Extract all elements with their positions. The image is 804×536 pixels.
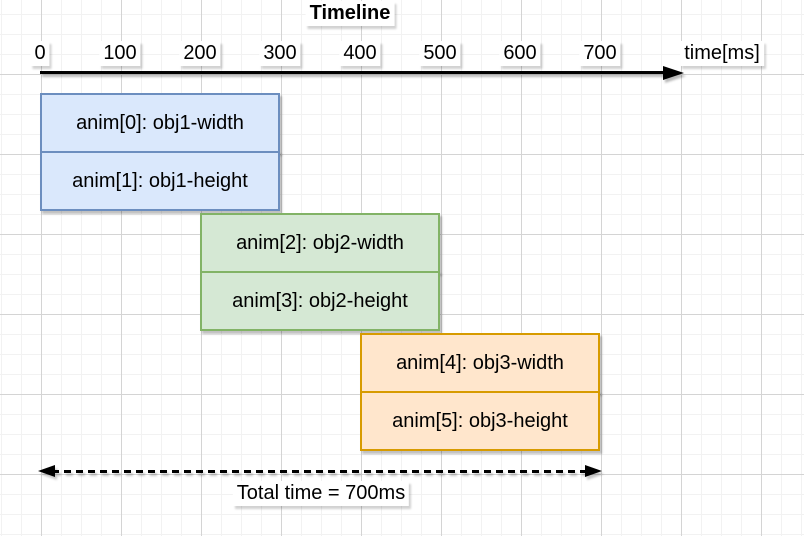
anim-bar-label: anim[5]: obj3-height <box>392 409 568 432</box>
anim-bar-obj3-height: anim[5]: obj3-height <box>360 391 600 451</box>
anim-bar-obj1-height: anim[1]: obj1-height <box>40 151 280 211</box>
anim-bar-obj3-width: anim[4]: obj3-width <box>360 333 600 393</box>
axis-tick-label-0: 0 <box>30 41 50 66</box>
axis-tick-label-700: 700 <box>579 41 621 66</box>
anim-bar-obj2-height: anim[3]: obj2-height <box>200 271 440 331</box>
axis-line <box>40 71 666 74</box>
anim-bar-label: anim[1]: obj1-height <box>72 169 248 192</box>
axis-tick-label-600: 600 <box>499 41 541 66</box>
axis-tick-label-300: 300 <box>259 41 301 66</box>
anim-bar-label: anim[3]: obj2-height <box>232 289 408 312</box>
axis-tick-label-400: 400 <box>339 41 381 66</box>
anim-bar-label: anim[2]: obj2-width <box>236 231 404 254</box>
dashed-line <box>52 470 588 473</box>
axis-unit-label: time[ms] <box>680 41 764 66</box>
total-time-label: Total time = 700ms <box>232 481 410 506</box>
anim-bar-label: anim[0]: obj1-width <box>76 111 244 134</box>
anim-bar-obj2-width: anim[2]: obj2-width <box>200 213 440 273</box>
arrowhead-left-icon <box>38 465 55 477</box>
axis-tick-label-500: 500 <box>419 41 461 66</box>
arrowhead-right-icon <box>585 465 602 477</box>
diagram-title: Timeline <box>305 1 395 26</box>
axis-tick-label-200: 200 <box>179 41 221 66</box>
anim-bar-label: anim[4]: obj3-width <box>396 351 564 374</box>
axis-tick-label-100: 100 <box>99 41 141 66</box>
axis-arrowhead-icon <box>663 65 684 80</box>
anim-bar-obj1-width: anim[0]: obj1-width <box>40 93 280 153</box>
